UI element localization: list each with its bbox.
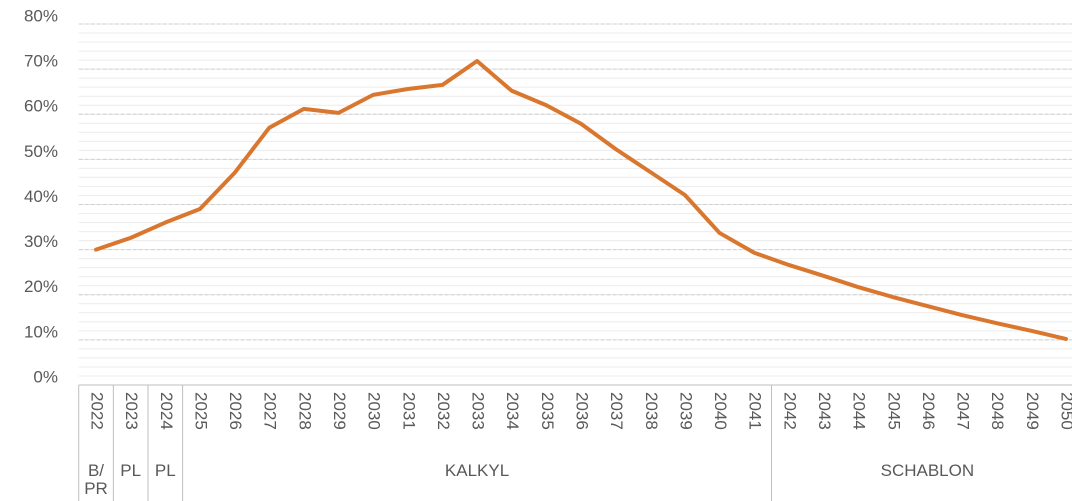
y-tick-label: 70% (24, 52, 58, 71)
x-tick-label: 2029 (330, 392, 349, 430)
x-tick-label: 2047 (954, 392, 973, 430)
line-series (94, 59, 1068, 341)
group-label: PL (154, 462, 176, 480)
x-tick-label: 2040 (711, 392, 730, 430)
x-tick-label: 2039 (676, 392, 695, 430)
y-tick-label: 80% (24, 6, 58, 25)
x-tick-label: 2022 (88, 392, 107, 430)
group-label: KALKYL (444, 462, 510, 480)
x-tick-label: 2034 (503, 392, 522, 430)
x-tick-label: 2050 (1057, 392, 1072, 430)
y-tick-label: 50% (24, 142, 58, 161)
x-tick-label: 2048 (988, 392, 1007, 430)
x-tick-label: 2025 (191, 392, 210, 430)
x-tick-label: 2027 (261, 392, 280, 430)
x-tick-label: 2044 (850, 392, 869, 430)
x-tick-label: 2033 (469, 392, 488, 430)
x-tick-label: 2045 (884, 392, 903, 430)
x-tick-label: 2046 (919, 392, 938, 430)
x-tick-label: 2023 (122, 392, 141, 430)
x-tick-label: 2031 (399, 392, 418, 430)
x-tick-label: 2037 (607, 392, 626, 430)
y-tick-label: 10% (24, 322, 58, 341)
x-tick-label: 2030 (365, 392, 384, 430)
group-label: B/ PR (84, 462, 108, 498)
x-tick-label: 2043 (815, 392, 834, 430)
y-tick-label: 40% (24, 187, 58, 206)
x-tick-label: 2036 (572, 392, 591, 430)
x-tick-label: 2026 (226, 392, 245, 430)
group-label: SCHABLON (880, 462, 975, 480)
x-tick-label: 2042 (780, 392, 799, 430)
x-tick-label: 2035 (538, 392, 557, 430)
x-tick-label: 2038 (642, 392, 661, 430)
x-tick-label: 2024 (157, 392, 176, 430)
y-tick-label: 20% (24, 277, 58, 296)
group-label: PL (120, 462, 142, 480)
y-tick-label: 30% (24, 232, 58, 251)
y-tick-label: 0% (33, 367, 58, 386)
x-tick-label: 2032 (434, 392, 453, 430)
y-tick-label: 60% (24, 97, 58, 116)
x-tick-label: 2041 (746, 392, 765, 430)
x-tick-label: 2049 (1023, 392, 1042, 430)
x-tick-label: 2028 (295, 392, 314, 430)
